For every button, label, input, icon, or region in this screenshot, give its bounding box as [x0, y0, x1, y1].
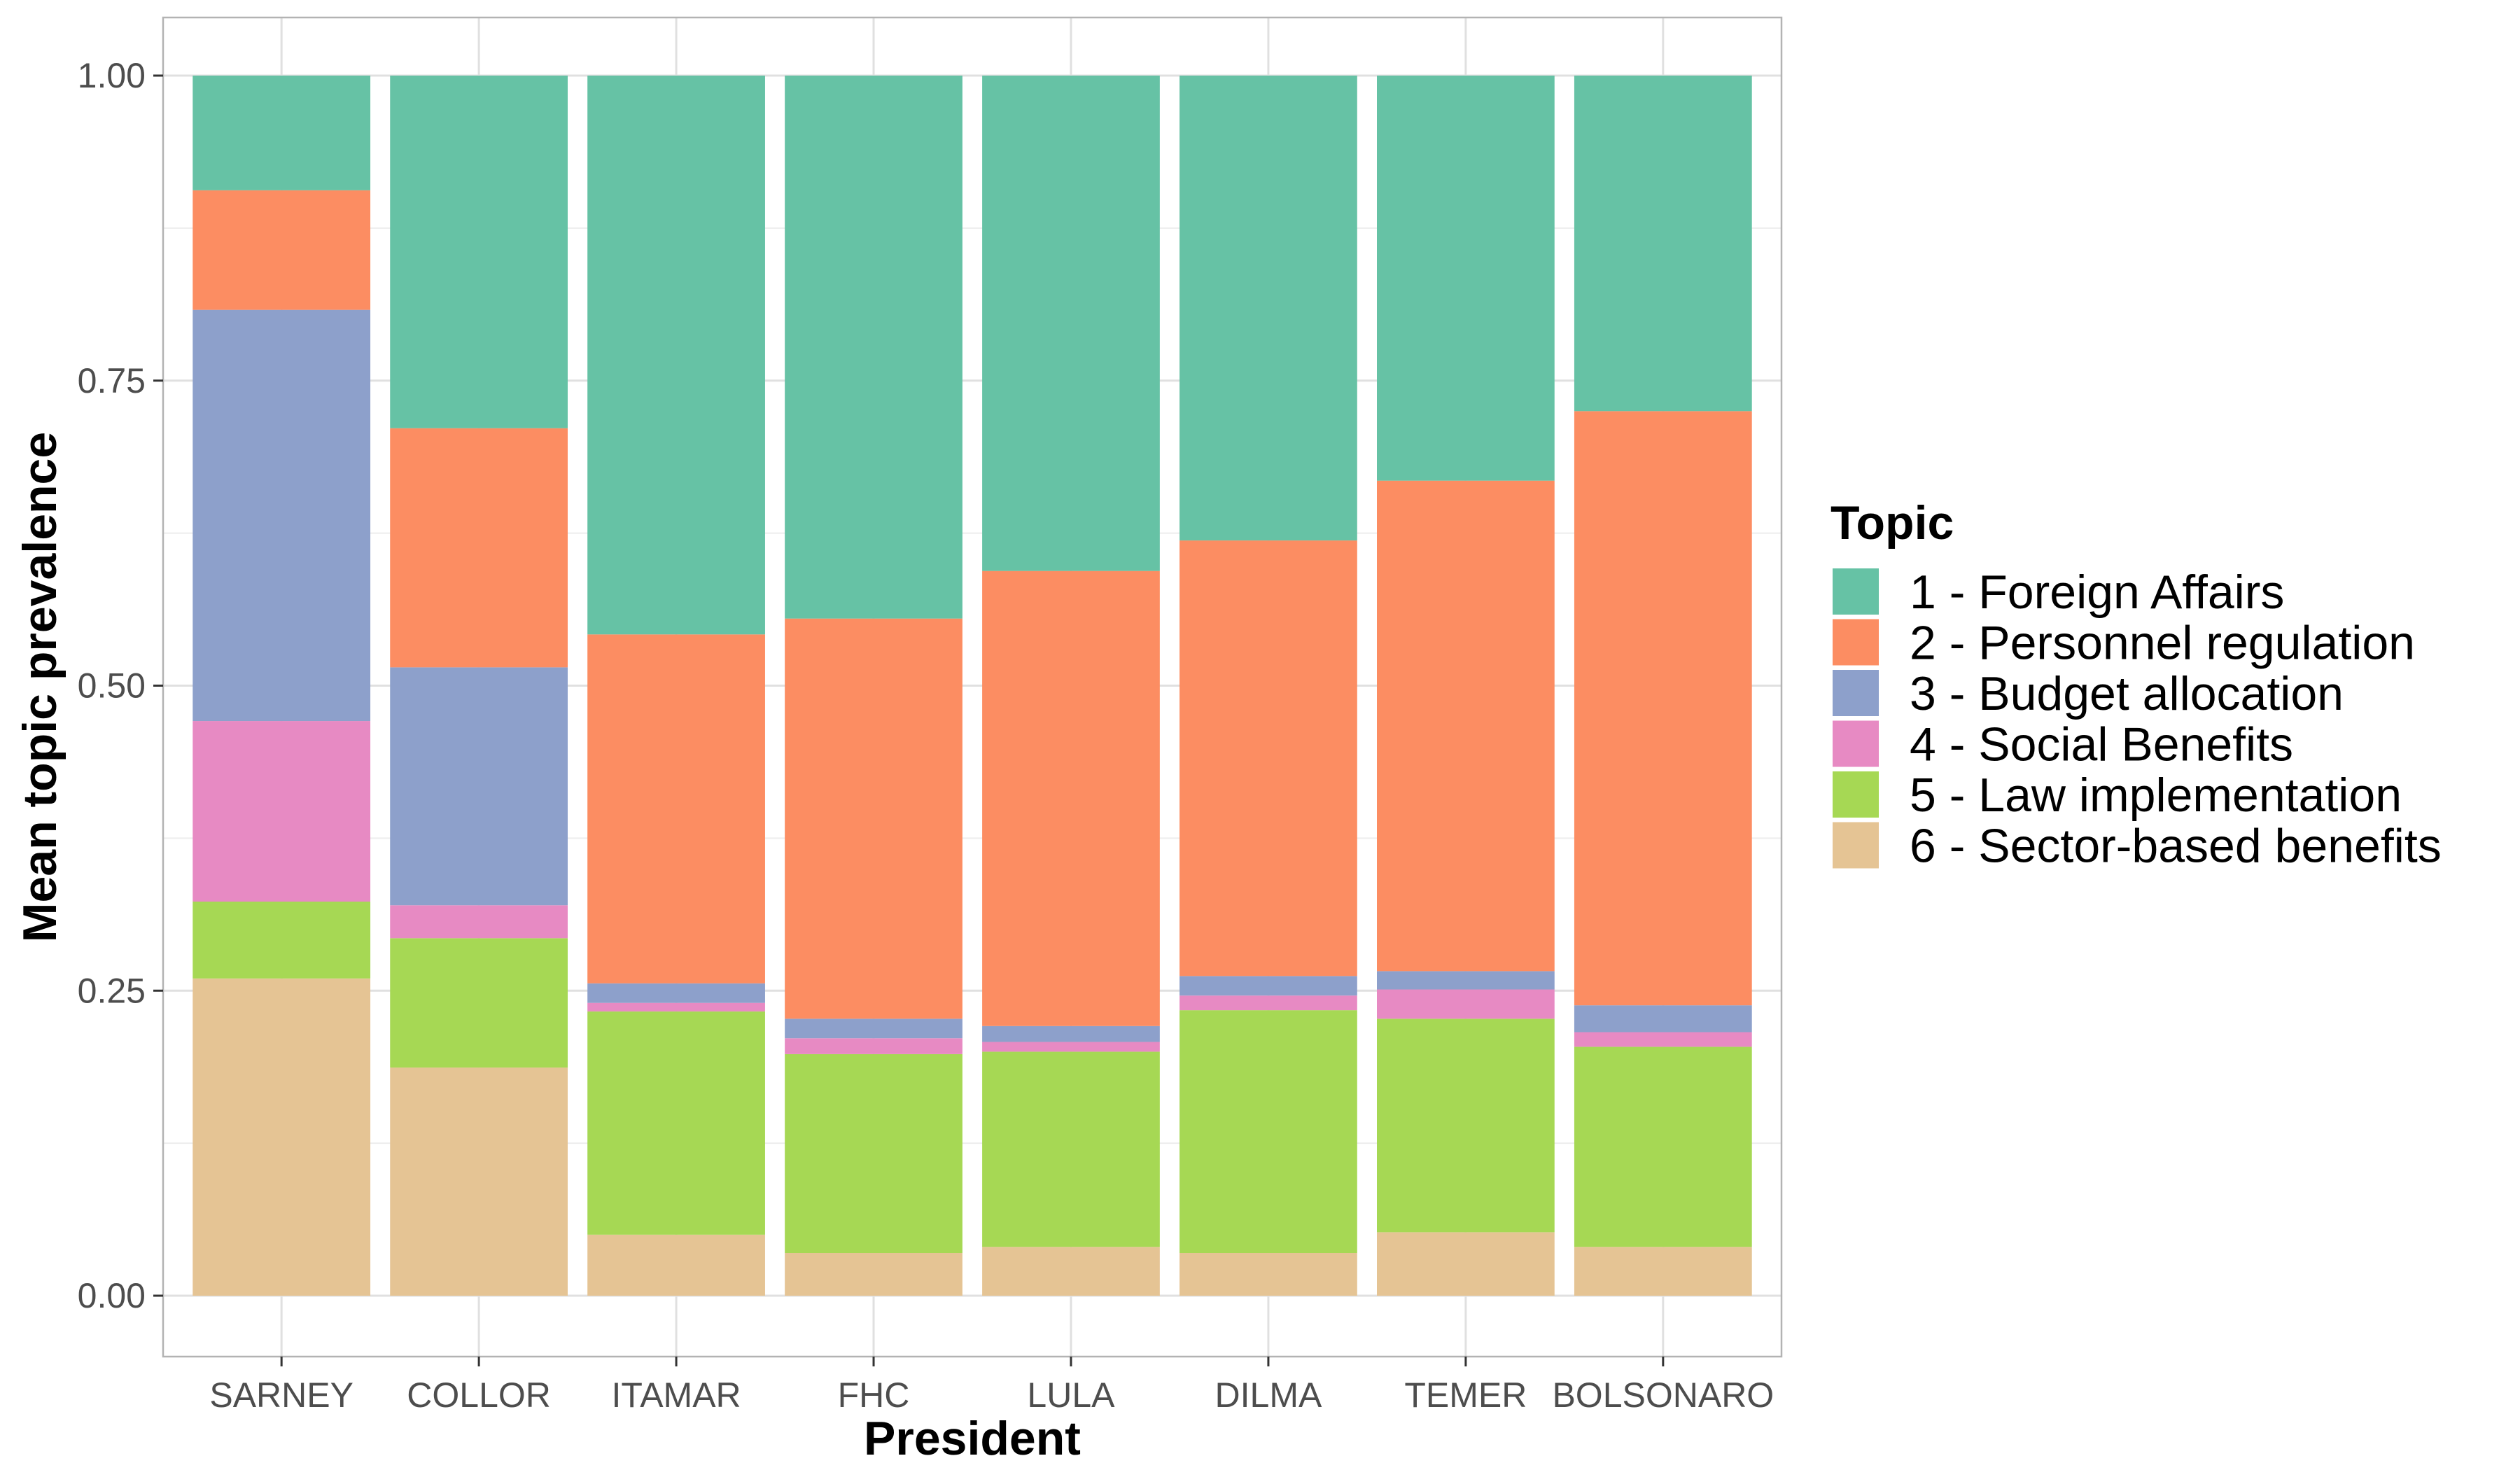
bar-segment: [785, 1018, 962, 1039]
bar-segment: [192, 309, 371, 722]
bar-stack-temer: [1377, 76, 1555, 1296]
x-tick-label: DILMA: [1215, 1376, 1322, 1415]
bar-segment: [192, 190, 371, 310]
bar-segment: [785, 1038, 962, 1054]
y-tick-label: 0.75: [78, 361, 146, 400]
legend-label: 3 - Budget allocation: [1910, 667, 2344, 720]
bar-segment: [390, 905, 568, 939]
bar-segment: [390, 938, 568, 1068]
x-tick-label: TEMER: [1404, 1376, 1527, 1415]
x-axis-title: President: [864, 1412, 1081, 1465]
bar-segment: [192, 978, 371, 1296]
bar-segment: [785, 76, 962, 619]
bar-stack-itamar: [587, 76, 765, 1296]
bar-segment: [982, 76, 1160, 571]
bar-segment: [587, 76, 765, 635]
bar-segment: [390, 428, 568, 668]
bar-segment: [1377, 1018, 1555, 1233]
x-tick-label: COLLOR: [407, 1376, 551, 1415]
bar-segment: [1574, 1005, 1752, 1032]
bar-segment: [192, 902, 371, 979]
bar-segment: [982, 1042, 1160, 1052]
bar-segment: [1574, 1247, 1752, 1296]
legend-label: 1 - Foreign Affairs: [1910, 566, 2284, 619]
bar-stack-dilma: [1180, 76, 1357, 1296]
bar-segment: [1377, 989, 1555, 1019]
bar-segment: [390, 1068, 568, 1296]
bar-segment: [1377, 971, 1555, 990]
y-tick-label: 0.25: [78, 971, 146, 1010]
bar-stack-collor: [390, 76, 568, 1296]
legend-label: 5 - Law implementation: [1910, 769, 2402, 822]
bar-segment: [1574, 1032, 1752, 1047]
legend-label: 2 - Personnel regulation: [1910, 617, 2415, 670]
bar-segment: [587, 1234, 765, 1296]
bar-segment: [785, 618, 962, 1019]
bar-segment: [390, 667, 568, 906]
bar-segment: [785, 1252, 962, 1296]
legend-title: Topic: [1830, 496, 1954, 550]
bar-segment: [390, 76, 568, 428]
legend-key: [1833, 670, 1879, 716]
bar-segment: [587, 1011, 765, 1235]
plot-panel-border: [162, 16, 1783, 1358]
legend-label: 4 - Social Benefits: [1910, 718, 2293, 771]
bar-segment: [982, 1247, 1160, 1296]
y-axis-title: Mean topic prevalence: [13, 432, 66, 942]
bar-segment: [982, 1051, 1160, 1247]
legend-label: 6 - Sector-based benefits: [1910, 820, 2442, 873]
bar-segment: [1180, 976, 1357, 996]
bar-segment: [1180, 540, 1357, 976]
bar-segment: [1180, 995, 1357, 1011]
x-tick-label: ITAMAR: [611, 1376, 741, 1415]
bar-segment: [982, 570, 1160, 1026]
bar-segment: [1574, 411, 1752, 1006]
bar-segment: [785, 1054, 962, 1253]
x-tick-label: LULA: [1027, 1376, 1115, 1415]
bar-stack-lula: [982, 76, 1160, 1296]
bar-segment: [587, 1002, 765, 1011]
bar-stack-sarney: [192, 76, 371, 1296]
bar-segment: [1377, 76, 1555, 481]
bar-segment: [192, 76, 371, 190]
x-tick-label: SARNEY: [209, 1376, 354, 1415]
x-axis-ticks: SARNEY COLLOR ITAMAR FHC LULA DILMA TEMER BOLSO…: [209, 1357, 1774, 1415]
bar-segment: [982, 1026, 1160, 1042]
bar-segment: [1574, 1046, 1752, 1247]
bar-segment: [1180, 1252, 1357, 1296]
bar-segment: [1377, 1232, 1555, 1296]
x-tick-label: FHC: [838, 1376, 910, 1415]
bar-segment: [1574, 76, 1752, 412]
y-tick-label: 1.00: [78, 56, 146, 95]
bar-segment: [587, 634, 765, 983]
bar-stack-fhc: [785, 76, 962, 1296]
legend-key: [1833, 771, 1879, 818]
bars: [192, 76, 1752, 1296]
y-axis-ticks: 0.00 0.25 0.50 0.75 1.00: [78, 56, 163, 1315]
y-tick-label: 0.50: [78, 666, 146, 706]
bar-segment: [1377, 480, 1555, 972]
bar-stack-bolsonaro: [1574, 76, 1752, 1296]
x-tick-label: BOLSONARO: [1552, 1376, 1774, 1415]
bar-segment: [192, 721, 371, 902]
legend-key: [1833, 619, 1879, 666]
legend-key: [1833, 822, 1879, 869]
bar-segment: [1180, 1010, 1357, 1253]
y-tick-label: 0.00: [78, 1276, 146, 1315]
bar-segment: [1180, 76, 1357, 541]
bar-segment: [587, 983, 765, 1003]
legend-key: [1833, 720, 1879, 767]
legend-key: [1833, 568, 1879, 615]
